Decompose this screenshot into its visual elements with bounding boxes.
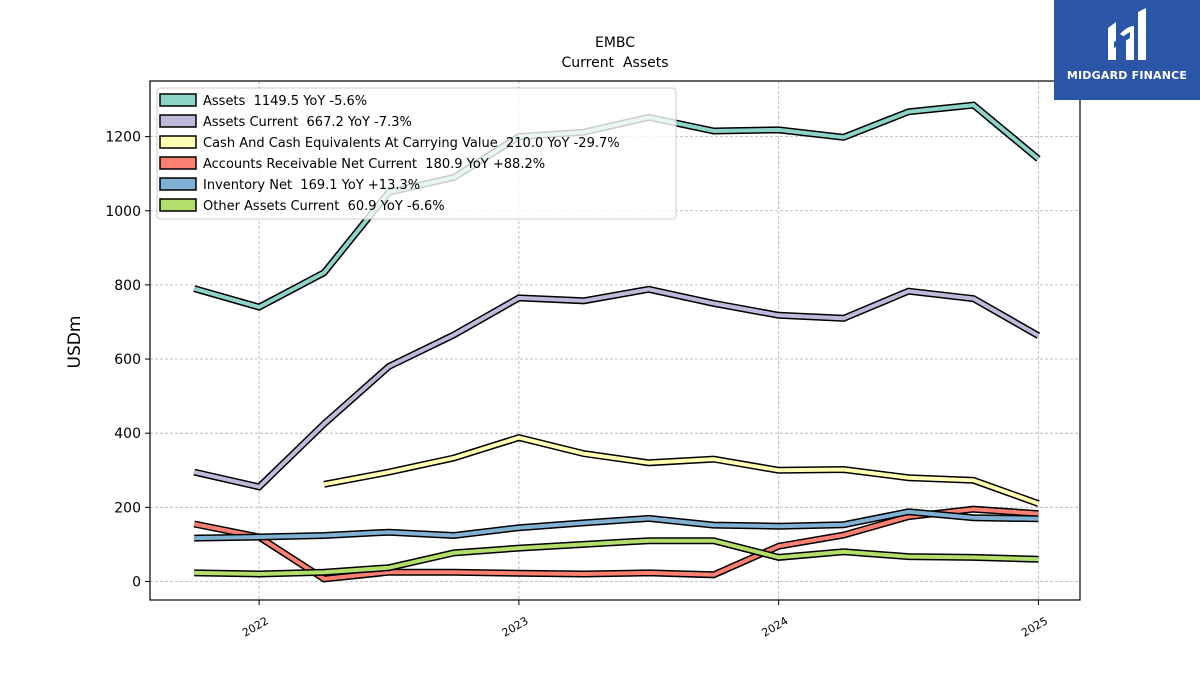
series-line-fill	[193, 287, 1040, 490]
y-tick-label: 600	[114, 352, 141, 368]
y-tick-label: 800	[114, 278, 141, 294]
legend-swatch	[159, 93, 197, 107]
legend-label: Inventory Net 169.1 YoY +13.3%	[203, 178, 420, 193]
x-tick-label: 2025	[1019, 614, 1050, 639]
series-line	[193, 505, 1039, 583]
legend-box	[156, 87, 677, 220]
legend: Assets 1149.5 YoY -5.6% Assets Current 66…	[156, 87, 677, 220]
y-tick-label: 1200	[105, 130, 141, 146]
y-tick-label: 0	[132, 574, 141, 590]
legend-swatch	[159, 177, 197, 191]
series-line-outline	[323, 433, 1040, 507]
plot-frame	[149, 80, 1081, 601]
series-line	[193, 285, 1041, 491]
legend-label: Accounts Receivable Net Current 180.9 Yo…	[203, 157, 545, 172]
legend-swatch	[159, 156, 197, 170]
legend-label: Cash And Cash Equivalents At Carrying Va…	[203, 136, 620, 151]
x-tick-label: 2022	[240, 614, 271, 639]
series-line-fill	[193, 507, 1039, 581]
brand-name: MIDGARD FINANCE	[1066, 69, 1188, 82]
chart-subtitle: Current Assets	[561, 55, 668, 71]
series-line-fill	[194, 538, 1039, 577]
y-axis-label: USDm	[65, 316, 85, 369]
legend-swatch	[159, 114, 197, 128]
brand-logo: MIDGARD FINANCE	[1054, 0, 1200, 100]
series-line	[323, 433, 1040, 507]
logo-mark-icon	[1108, 8, 1146, 60]
legend-swatch	[159, 135, 197, 149]
y-tick-label: 1000	[105, 204, 141, 220]
y-tick-label: 400	[114, 426, 141, 442]
series-line	[194, 508, 1039, 542]
series-line-fill	[194, 509, 1039, 541]
legend-swatch	[159, 198, 197, 212]
chart-title: EMBC	[595, 35, 635, 51]
legend-label: Assets Current 667.2 YoY -7.3%	[203, 115, 412, 130]
x-tick-label: 2023	[500, 614, 531, 639]
x-tick-label: 2024	[760, 614, 791, 639]
series-line	[194, 537, 1039, 578]
legend-label: Assets 1149.5 YoY -5.6%	[203, 94, 367, 109]
y-tick-label: 200	[114, 500, 141, 516]
legend-label: Other Assets Current 60.9 YoY -6.6%	[203, 199, 445, 214]
series-line-fill	[323, 435, 1040, 506]
